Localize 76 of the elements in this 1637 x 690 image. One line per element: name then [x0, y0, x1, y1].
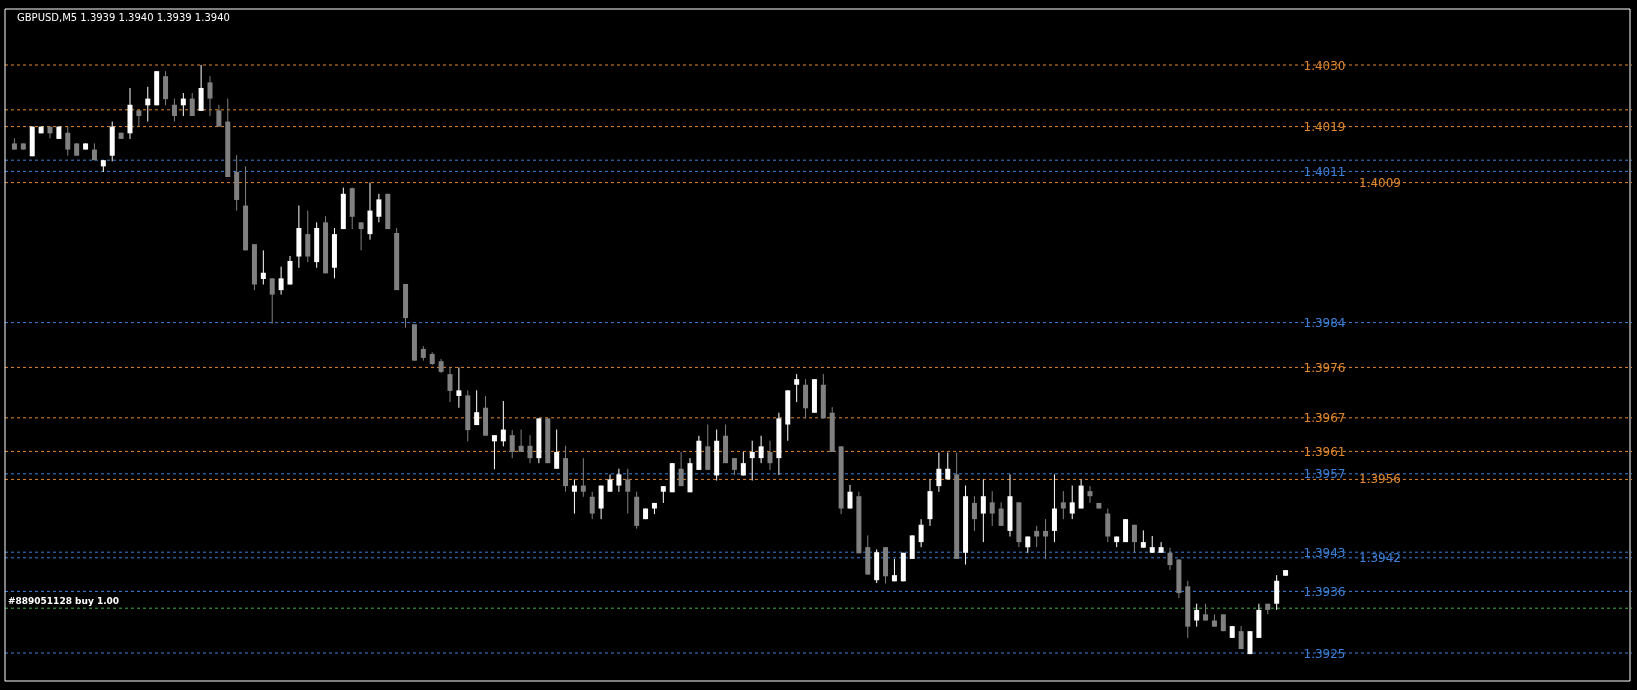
candlestick — [171, 98, 177, 123]
ref-line-label: 1.3956 — [1359, 472, 1401, 487]
candlestick — [269, 277, 275, 325]
candlestick — [278, 266, 284, 296]
candlestick — [1043, 518, 1049, 560]
ref-line-label: 1.3942 — [1359, 550, 1401, 565]
candlestick — [500, 400, 506, 447]
candlestick — [260, 249, 266, 286]
candlestick — [554, 429, 560, 470]
candlestick — [847, 484, 853, 510]
candlestick — [678, 451, 684, 487]
annotation: #889051128 buy 1.00 — [8, 596, 120, 607]
candlestick — [474, 389, 480, 426]
candlestick — [989, 490, 995, 527]
candlestick — [589, 491, 595, 520]
candlestick — [1167, 547, 1173, 571]
candlestick — [598, 485, 604, 520]
candlestick — [287, 255, 293, 286]
candlestick — [1274, 574, 1280, 611]
candlestick — [767, 440, 773, 471]
candlestick — [216, 104, 222, 128]
candlestick — [518, 429, 524, 453]
candlestick — [305, 210, 311, 263]
candlestick — [758, 435, 764, 464]
y-tick-label: 1.3957 — [1303, 467, 1346, 482]
chart-title: GBPUSD,M5 1.3939 1.3940 1.3939 1.3940 — [17, 11, 230, 23]
candlestick — [803, 378, 809, 419]
candlestick — [998, 501, 1004, 527]
candlestick — [1034, 525, 1040, 548]
candlestick — [1158, 541, 1164, 554]
ref-line-label: 1.4009 — [1359, 175, 1401, 190]
candlestick — [625, 468, 631, 515]
candlestick — [376, 193, 382, 223]
y-tick-label: 1.3936 — [1303, 584, 1346, 599]
candlestick — [527, 434, 533, 464]
candlestick — [136, 109, 142, 128]
candlestick — [794, 373, 800, 403]
candlestick — [1078, 478, 1084, 510]
candlestick — [198, 64, 204, 112]
candlestick — [447, 366, 453, 403]
candlestick — [358, 221, 364, 251]
candlestick — [971, 495, 977, 532]
candlestick — [163, 70, 169, 106]
candlestick — [918, 518, 924, 548]
y-tick-label: 1.3961 — [1303, 444, 1346, 459]
candlestick — [705, 424, 711, 471]
y-tick-label: 1.4030 — [1303, 58, 1346, 73]
y-tick-label: 1.3976 — [1303, 360, 1346, 375]
candlestick — [580, 457, 586, 498]
y-tick-label: 1.3967 — [1303, 411, 1346, 426]
y-tick-label: 1.3984 — [1303, 316, 1346, 331]
candlestick — [207, 75, 213, 117]
y-tick-label: 1.3943 — [1303, 545, 1346, 560]
candlestick — [980, 478, 986, 543]
candlestick — [616, 468, 622, 493]
candlestick — [945, 452, 951, 480]
y-tick-label: 1.4019 — [1303, 120, 1346, 135]
candlestick — [749, 440, 755, 482]
y-tick-label: 1.3925 — [1303, 646, 1346, 661]
candlestick — [1131, 524, 1137, 554]
candlestick — [509, 429, 515, 459]
candlestick — [1087, 485, 1093, 504]
candlestick — [456, 366, 462, 409]
candlestick — [1069, 485, 1075, 520]
candlestick — [936, 452, 942, 493]
candlestick — [65, 126, 71, 157]
candlestick — [1051, 473, 1057, 543]
candlestick — [1105, 508, 1111, 543]
candlestick — [189, 92, 195, 117]
candlestick — [491, 434, 497, 470]
candlestick — [571, 478, 577, 515]
candlestick — [367, 182, 373, 241]
y-tick-label: 1.4011 — [1303, 164, 1346, 179]
candlestick — [909, 534, 915, 560]
candlestick — [1194, 603, 1200, 628]
candlestick — [1060, 490, 1066, 520]
